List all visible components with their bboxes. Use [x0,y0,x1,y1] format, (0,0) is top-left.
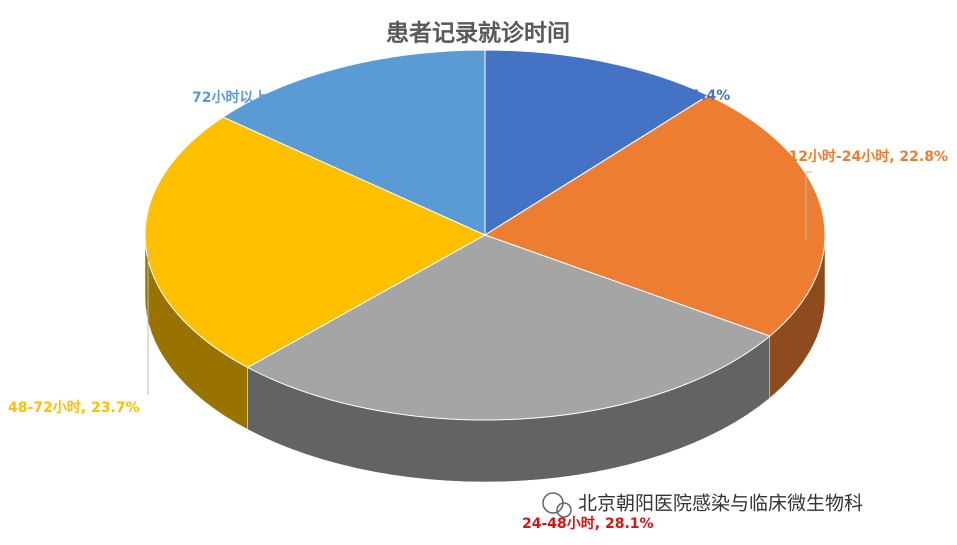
watermark: 北京朝阳医院感染与临床微生物科 [578,493,863,515]
pie-slice [246,234,771,421]
watermark-group: 北京朝阳医院感染与临床微生物科 [542,492,863,518]
watermark-icon [542,492,564,514]
pie-slice [484,49,710,236]
data-label: 48-72小时, 23.7% [8,399,140,416]
pie-slice [221,49,486,236]
pie [144,49,826,483]
data-label: 12小时以内, 11.4% [596,87,730,104]
data-labels: 12小时以内, 11.4% 12小时-24小时, 22.8% 24-48小时, 28… [8,87,948,532]
chart-title: 患者记录就诊时间 [386,20,570,47]
data-label: 72小时以上, 14.0% [192,89,326,106]
watermark-icon [556,502,572,518]
leader-line [805,171,812,240]
pie-slice [483,94,826,337]
data-label: 12小时-24小时, 22.8% [788,148,948,165]
pie-slice [144,116,487,369]
data-label: 24-48小时, 28.1% [522,515,654,532]
